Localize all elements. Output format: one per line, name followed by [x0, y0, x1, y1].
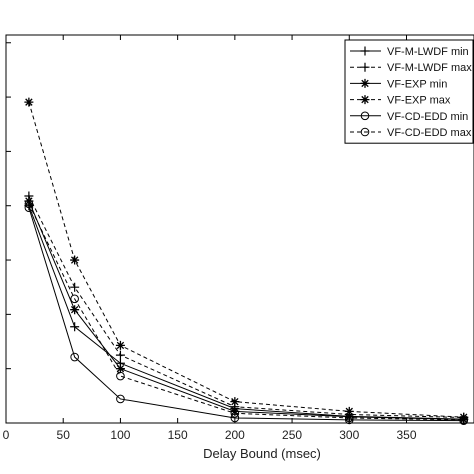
legend-marker [360, 46, 370, 56]
legend-marker [360, 127, 370, 137]
legend-marker [360, 95, 370, 105]
x-tick-label: 0 [3, 428, 10, 442]
data-point [70, 282, 80, 292]
x-tick-label: 50 [57, 428, 71, 442]
series-line [28, 207, 464, 422]
series-line [28, 203, 464, 421]
data-point [24, 199, 34, 209]
data-point [115, 350, 125, 360]
series-vf-cd-edd-max [24, 199, 469, 425]
data-point [116, 394, 125, 404]
legend-marker [360, 78, 370, 88]
data-point [70, 305, 80, 315]
data-point [70, 352, 79, 362]
data-point [230, 406, 240, 416]
legend-label: VF-M-LWDF min [387, 46, 469, 58]
data-point [116, 371, 125, 381]
x-axis-label: Delay Bound (msec) [203, 446, 321, 461]
legend-box [344, 39, 474, 144]
x-tick-label: 100 [110, 428, 130, 442]
x-tick-label: 350 [396, 428, 416, 442]
legend-marker [360, 62, 370, 72]
ticks-layer: 0 50 100 150 200 250 300 350 [3, 35, 417, 442]
x-tick-label: 300 [339, 428, 359, 442]
legend-label: VF-EXP max [387, 95, 451, 107]
data-point [24, 97, 34, 107]
data-point [70, 322, 80, 332]
legend-label: VF-CD-EDD min [387, 111, 468, 123]
data-point [115, 364, 125, 374]
x-tick-label: 150 [168, 428, 188, 442]
series-line [28, 195, 464, 419]
data-point [70, 255, 80, 265]
data-point [230, 397, 240, 407]
legend-marker [360, 111, 370, 121]
data-point [459, 415, 469, 425]
data-point [24, 196, 34, 206]
legend-label: VF-M-LWDF max [387, 62, 472, 74]
legend-label: VF-CD-EDD max [387, 127, 472, 139]
data-point [344, 412, 354, 422]
series-layer [24, 97, 469, 425]
series-line [28, 200, 464, 421]
x-tick-label: 250 [282, 428, 302, 442]
legend: VF-M-LWDF min VF-M-LWDF max VF-EXP min VF-E… [344, 39, 474, 144]
data-point [115, 340, 125, 350]
legend-label: VF-EXP min [387, 78, 447, 90]
x-tick-label: 200 [225, 428, 245, 442]
series-line [28, 101, 464, 418]
data-point [344, 406, 354, 416]
data-point [230, 409, 240, 418]
data-point [70, 294, 79, 304]
